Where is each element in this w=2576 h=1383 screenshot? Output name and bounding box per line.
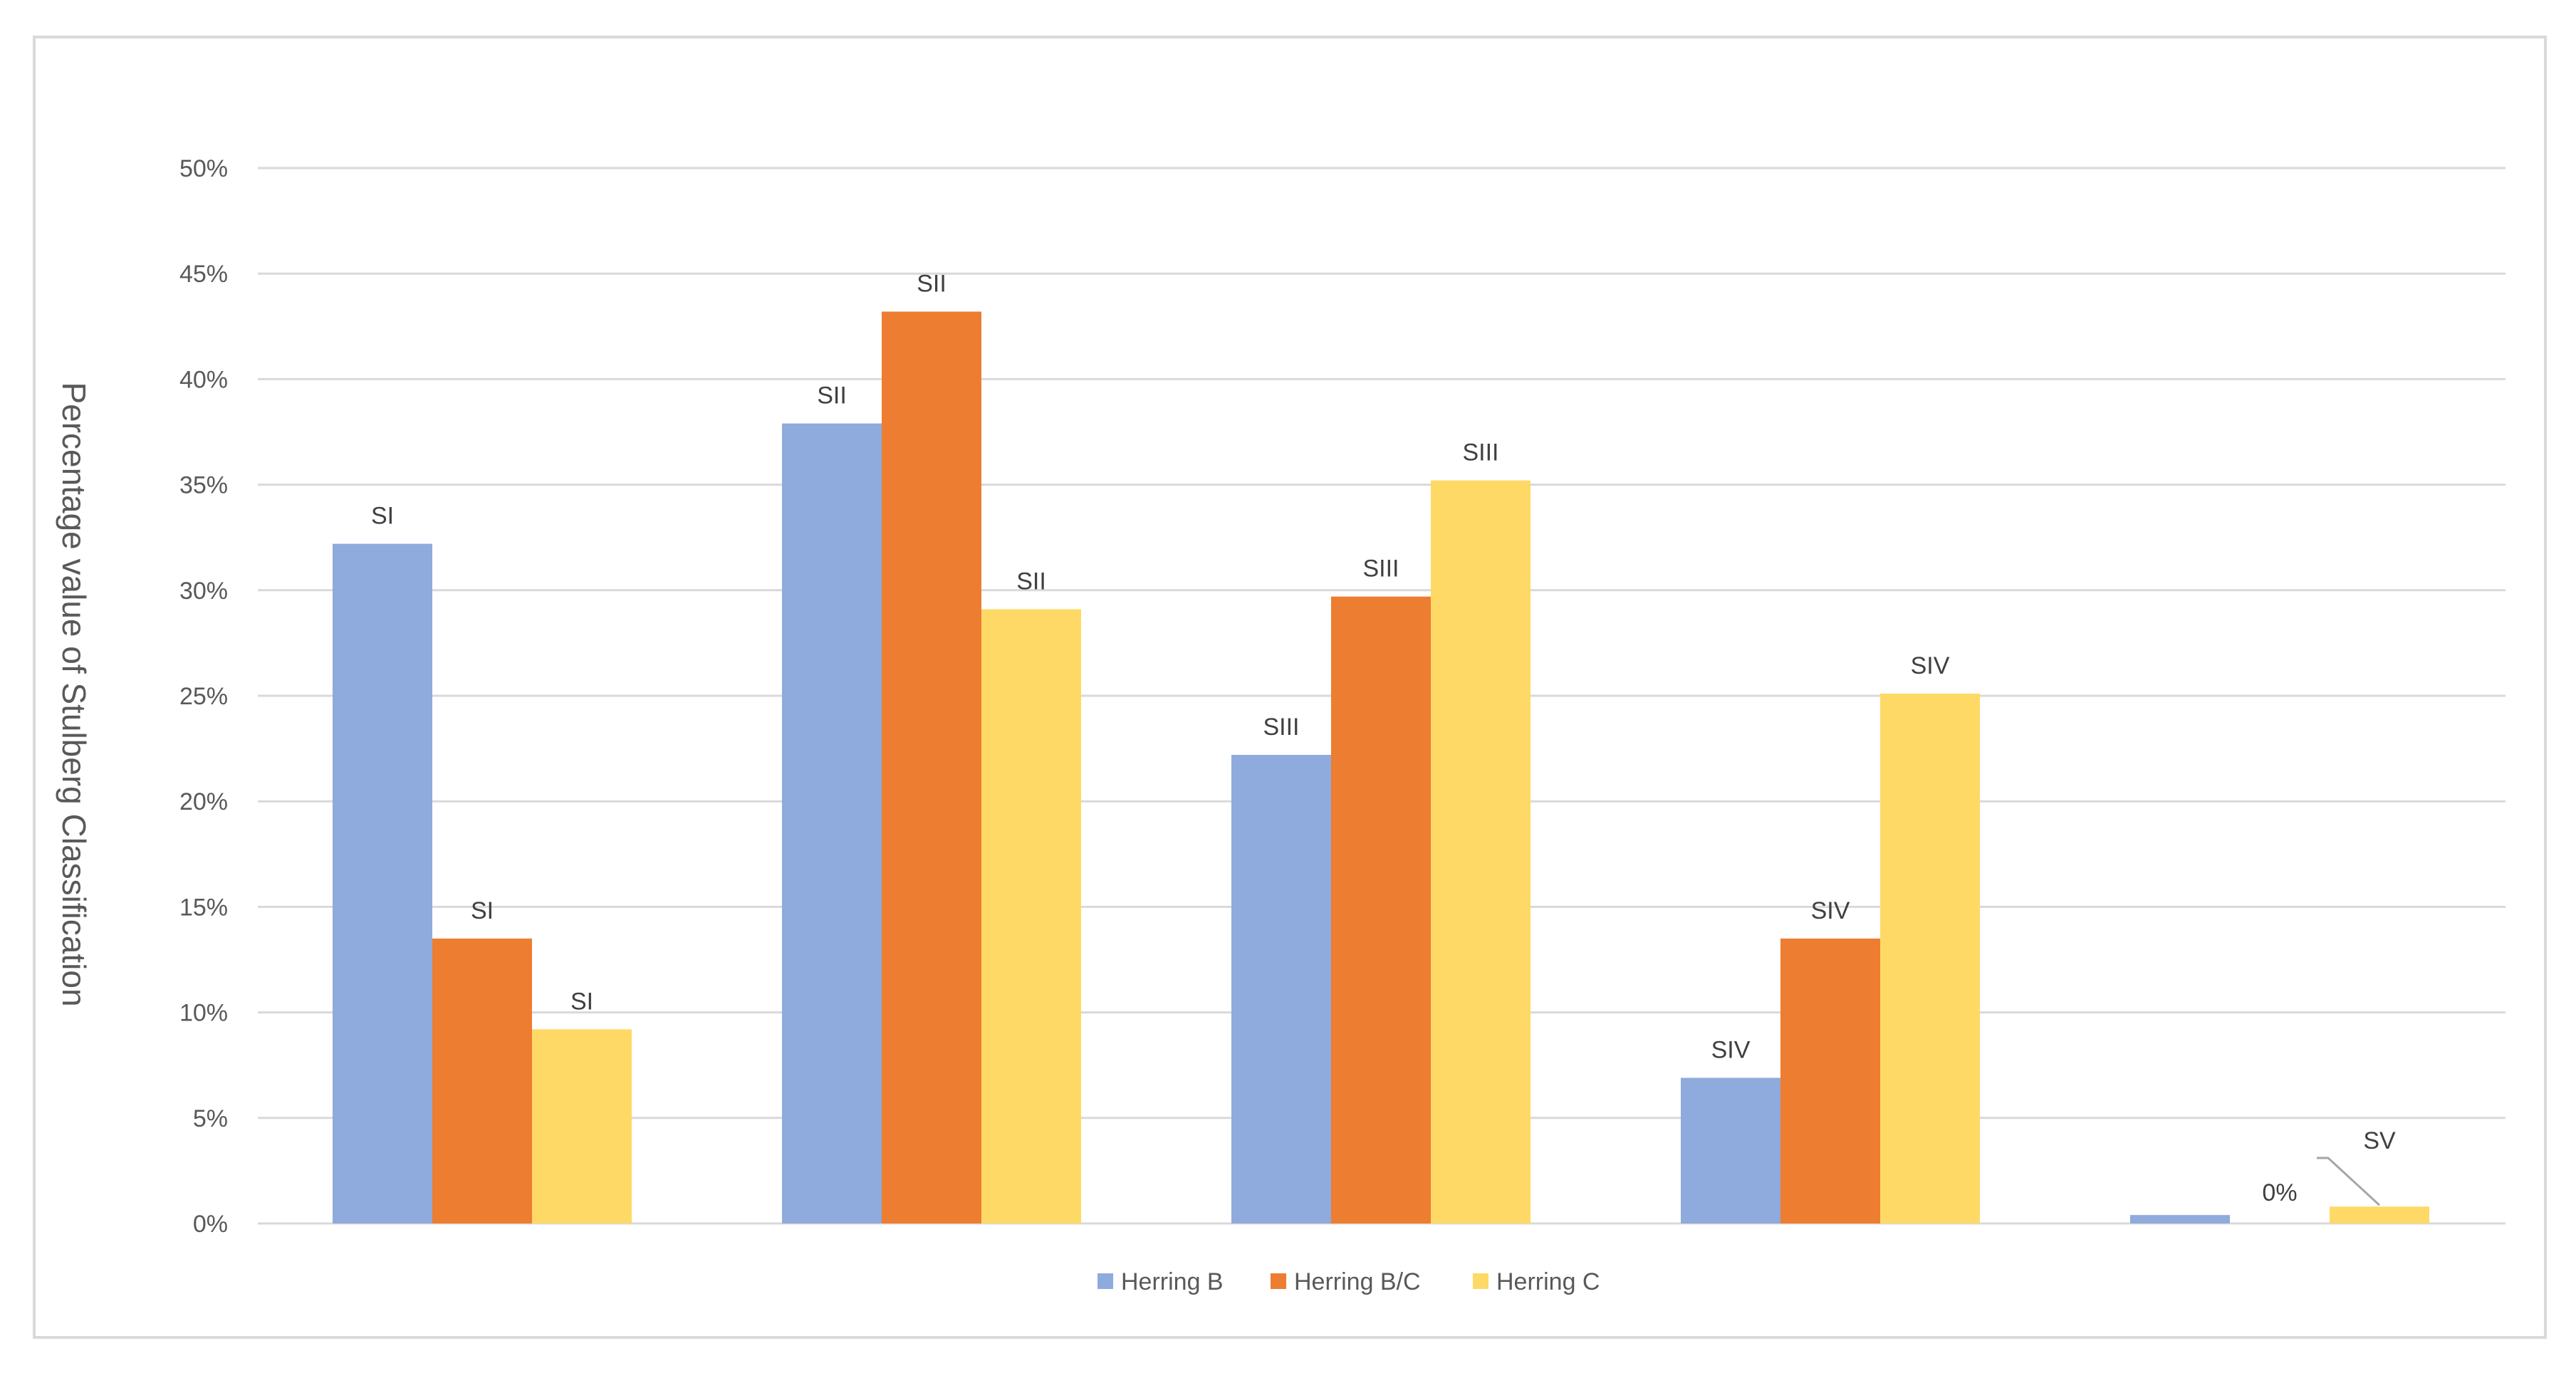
data-labels: SI SI SI SII SII SII SIII SIII SIII SIV SIV SIV 0% SV: [371, 271, 2396, 1206]
data-label: SIII: [1362, 555, 1399, 583]
y-tick-label: 45%: [179, 261, 228, 288]
bar-herring-b: [2130, 1215, 2230, 1223]
y-tick-label: 30%: [179, 578, 228, 605]
legend-entry: Herring B/C: [1294, 1268, 1421, 1295]
bar-herring-b: [1231, 754, 1331, 1223]
data-label: SIV: [1911, 652, 1950, 679]
data-label: SIV: [1811, 897, 1850, 924]
bar-herring-b: [333, 543, 432, 1223]
data-label: SIII: [1462, 439, 1498, 466]
bars: [333, 311, 2429, 1223]
bar-herring-b-c: [432, 938, 532, 1223]
legend-swatch: [1473, 1273, 1488, 1289]
y-tick-label: 0%: [193, 1211, 228, 1238]
bar-herring-b: [782, 423, 882, 1223]
data-label: SIII: [1263, 714, 1299, 741]
y-tick-label: 10%: [179, 1000, 228, 1027]
y-axis-title: Percentage value of Stulberg Classificat…: [56, 382, 93, 1006]
y-tick-label: 40%: [179, 366, 228, 393]
y-axis-ticks: 0% 5% 10% 15% 20% 25% 30% 35% 40% 45% 50%: [179, 155, 228, 1238]
bar-herring-b: [1681, 1077, 1780, 1223]
bar-herring-c: [981, 609, 1081, 1223]
data-label: SI: [371, 503, 394, 530]
data-label: SII: [917, 271, 947, 298]
bar-herring-b-c: [1331, 596, 1431, 1223]
bar-herring-b-c: [1780, 938, 1880, 1223]
data-label: SII: [817, 382, 847, 409]
data-label: SI: [471, 897, 494, 924]
legend: Herring B Herring B/C Herring C: [1097, 1268, 1600, 1295]
data-label: SV: [2363, 1127, 2396, 1154]
data-label: SII: [1016, 568, 1046, 595]
y-tick-label: 15%: [179, 894, 228, 921]
data-label: 0%: [2262, 1179, 2297, 1206]
bar-herring-c: [1880, 694, 1980, 1223]
y-tick-label: 5%: [193, 1105, 228, 1132]
legend-swatch: [1271, 1273, 1286, 1289]
bar-herring-c: [1431, 480, 1531, 1223]
y-tick-label: 20%: [179, 788, 228, 815]
y-tick-label: 35%: [179, 472, 228, 499]
legend-swatch: [1097, 1273, 1113, 1289]
bar-herring-c: [532, 1029, 632, 1223]
legend-entry: Herring C: [1496, 1268, 1600, 1295]
bar-herring-b-c: [882, 311, 981, 1223]
bar-herring-c: [2330, 1206, 2429, 1223]
data-label: SI: [570, 988, 593, 1015]
leader-line: [2317, 1157, 2381, 1206]
data-label: SIV: [1711, 1036, 1751, 1063]
y-tick-label: 50%: [179, 155, 228, 182]
y-tick-label: 25%: [179, 683, 228, 710]
legend-entry: Herring B: [1121, 1268, 1224, 1295]
